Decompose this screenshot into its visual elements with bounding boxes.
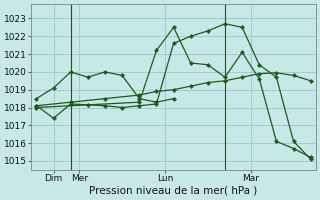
X-axis label: Pression niveau de la mer( hPa ): Pression niveau de la mer( hPa ) bbox=[90, 186, 258, 196]
